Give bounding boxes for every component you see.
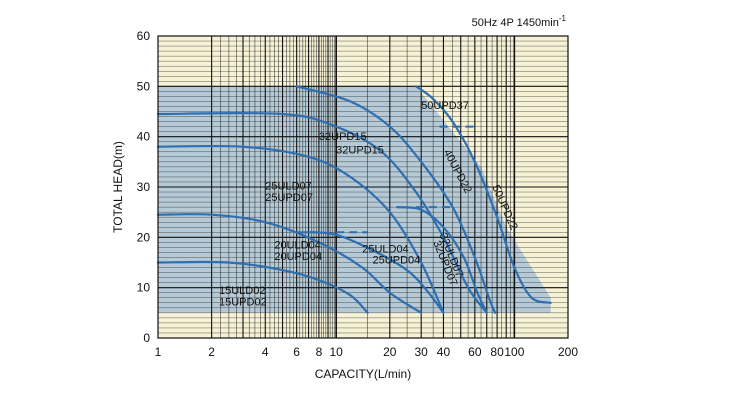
y-tick-label: 60 bbox=[137, 29, 151, 43]
curve-label: 15ULD02 bbox=[219, 285, 265, 297]
curve-label: 25ULD07 bbox=[265, 181, 311, 193]
x-axis-title: CAPACITY(L/min) bbox=[315, 367, 411, 381]
x-tick-label: 10 bbox=[330, 345, 344, 359]
pump-curve bbox=[414, 85, 552, 304]
chart-subtitle: 50Hz 4P 1450min-1 bbox=[472, 14, 567, 29]
x-tick-label: 8 bbox=[316, 345, 323, 359]
x-tick-label: 200 bbox=[558, 345, 578, 359]
y-axis-title: TOTAL HEAD(m) bbox=[111, 141, 125, 233]
x-tick-label: 20 bbox=[383, 345, 397, 359]
x-tick-label: 6 bbox=[293, 345, 300, 359]
rated-limit-lines bbox=[336, 125, 475, 234]
curve-label: 25UPD07 bbox=[265, 192, 313, 204]
pump-curves bbox=[156, 85, 552, 314]
curve-label: 15UPD02 bbox=[219, 296, 267, 308]
pump-curve bbox=[156, 111, 488, 314]
curve-label: 25ULD04 bbox=[362, 243, 408, 255]
pump-curve bbox=[156, 144, 445, 314]
y-tick-label: 0 bbox=[143, 331, 150, 345]
y-tick-label: 20 bbox=[137, 230, 151, 244]
x-tick-label: 60 bbox=[468, 345, 482, 359]
curve-label: 32UPD15 bbox=[319, 131, 367, 143]
y-tick-label: 50 bbox=[137, 79, 151, 93]
subtitle-main: 50Hz 4P 1450min bbox=[472, 17, 559, 29]
curve-label: 20UPD04 bbox=[274, 251, 322, 263]
subtitle-superscript: -1 bbox=[559, 14, 567, 23]
x-tick-label: 4 bbox=[262, 345, 269, 359]
curve-label: 20ULD04 bbox=[274, 239, 320, 251]
pump-curve bbox=[295, 85, 497, 314]
y-tick-label: 30 bbox=[137, 180, 151, 194]
y-tick-label: 40 bbox=[137, 130, 151, 144]
x-tick-labels: 1 2 4 6 8 10 20 30 40 60 80 100 200 bbox=[155, 345, 579, 359]
x-tick-label: 1 bbox=[155, 345, 162, 359]
pump-curve bbox=[396, 206, 488, 314]
x-tick-label: 80 bbox=[490, 345, 504, 359]
curve-label: 25UPD04 bbox=[373, 255, 421, 267]
plot-frame bbox=[157, 35, 569, 339]
x-tick-label: 40 bbox=[437, 345, 451, 359]
y-tick-labels: 0 10 20 30 40 50 60 bbox=[137, 29, 151, 345]
curve-label: 32UPD15 bbox=[336, 144, 384, 156]
y-tick-label: 10 bbox=[137, 281, 151, 295]
x-tick-label: 2 bbox=[208, 345, 215, 359]
curve-label: 50UPD37 bbox=[421, 100, 469, 112]
pump-curve bbox=[156, 260, 369, 314]
pump-curve bbox=[156, 213, 423, 314]
pump-curve bbox=[295, 231, 445, 314]
x-tick-label: 30 bbox=[415, 345, 429, 359]
x-tick-label: 100 bbox=[504, 345, 524, 359]
